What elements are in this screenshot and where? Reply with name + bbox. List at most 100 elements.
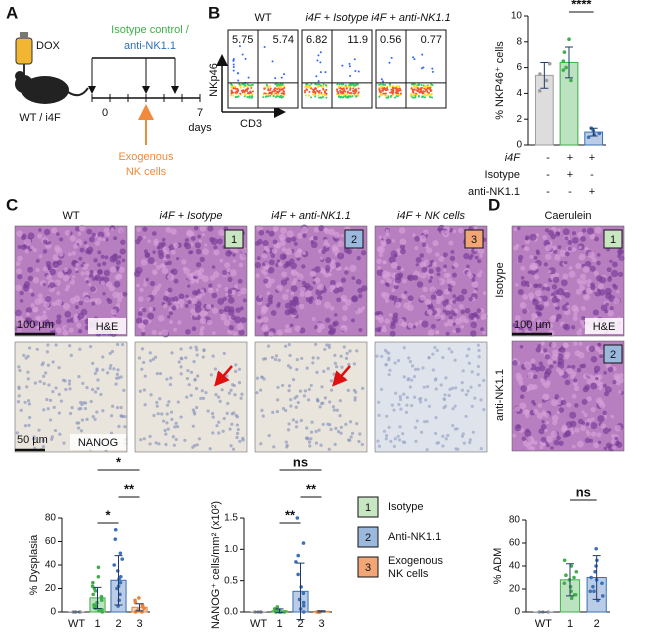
cell	[285, 441, 288, 444]
flow-event	[410, 87, 412, 89]
cell	[408, 295, 414, 301]
cell	[152, 330, 157, 335]
cell	[549, 364, 553, 368]
cell	[573, 342, 577, 346]
cell	[462, 369, 465, 372]
cell	[229, 428, 232, 431]
cell	[541, 437, 547, 443]
data-point	[100, 595, 104, 599]
flow-event	[378, 96, 380, 98]
cell	[212, 331, 216, 335]
cell	[461, 289, 467, 295]
cell	[398, 425, 401, 428]
cell	[299, 250, 303, 254]
data-point	[567, 37, 571, 41]
data-point	[563, 558, 567, 562]
cell	[409, 385, 412, 388]
cell	[180, 347, 183, 350]
cell	[89, 273, 94, 278]
cell	[592, 257, 597, 262]
cell	[388, 369, 391, 372]
cell	[167, 400, 170, 403]
flow-event	[399, 88, 401, 90]
cell	[257, 256, 261, 260]
flow-event	[309, 87, 311, 89]
cell	[574, 403, 579, 408]
x-tick-label: 3	[318, 618, 324, 630]
significance-label: **	[124, 481, 135, 496]
cell	[322, 370, 325, 373]
cell	[344, 423, 347, 426]
y-axis-title: NANOG⁺ cells/mm² (x10²)	[210, 501, 222, 629]
cell	[575, 428, 580, 433]
cell	[222, 270, 227, 275]
flow-event	[242, 53, 244, 55]
cell	[162, 268, 168, 274]
cell	[335, 365, 338, 368]
cell	[164, 443, 167, 446]
data-point	[594, 564, 598, 568]
cell	[322, 423, 325, 426]
cell	[273, 226, 279, 232]
cell	[17, 365, 20, 368]
flow-event	[382, 83, 384, 85]
cell	[389, 440, 392, 443]
condition-value: +	[567, 169, 573, 181]
data-point	[564, 573, 568, 577]
cell	[546, 421, 549, 424]
cell	[334, 443, 337, 446]
data-point	[302, 601, 306, 605]
cell	[477, 365, 480, 368]
cell	[295, 425, 298, 428]
cell	[271, 411, 274, 414]
cell	[413, 275, 419, 281]
cell	[212, 308, 218, 314]
cell	[173, 425, 176, 428]
flow-event	[422, 90, 424, 92]
cell	[177, 320, 181, 324]
cell	[142, 308, 147, 313]
cell	[70, 235, 76, 241]
cell	[210, 373, 213, 376]
data-point	[588, 590, 592, 594]
cell	[595, 377, 598, 380]
cell	[525, 281, 530, 286]
cell	[89, 236, 95, 242]
cell	[27, 424, 30, 427]
cell	[296, 358, 299, 361]
cell	[380, 355, 383, 358]
cell	[195, 306, 202, 313]
cell	[85, 386, 88, 389]
cell	[436, 349, 439, 352]
cell	[171, 306, 176, 311]
flow-event	[353, 92, 355, 94]
significance-label: ****	[571, 0, 592, 11]
cell	[353, 398, 356, 401]
cell	[405, 404, 408, 407]
cell	[28, 402, 31, 405]
day-label: 0	[102, 107, 108, 119]
cell	[577, 368, 582, 373]
cell	[324, 302, 331, 309]
cell	[288, 343, 291, 346]
cell	[157, 442, 160, 445]
data-point	[97, 575, 101, 579]
cell	[593, 310, 599, 316]
flow-event	[321, 94, 323, 96]
cell	[203, 348, 206, 351]
cell	[210, 275, 216, 281]
cell	[84, 297, 90, 303]
data-point	[302, 591, 306, 595]
cell	[239, 263, 244, 268]
cell	[469, 297, 473, 301]
cell	[116, 368, 119, 371]
cell	[148, 307, 153, 312]
cell	[324, 396, 327, 399]
cell	[144, 249, 148, 253]
cell	[563, 342, 569, 348]
cell	[185, 294, 189, 298]
cell	[546, 436, 553, 443]
cell	[581, 316, 585, 320]
cell	[378, 445, 381, 448]
cell	[567, 240, 572, 245]
